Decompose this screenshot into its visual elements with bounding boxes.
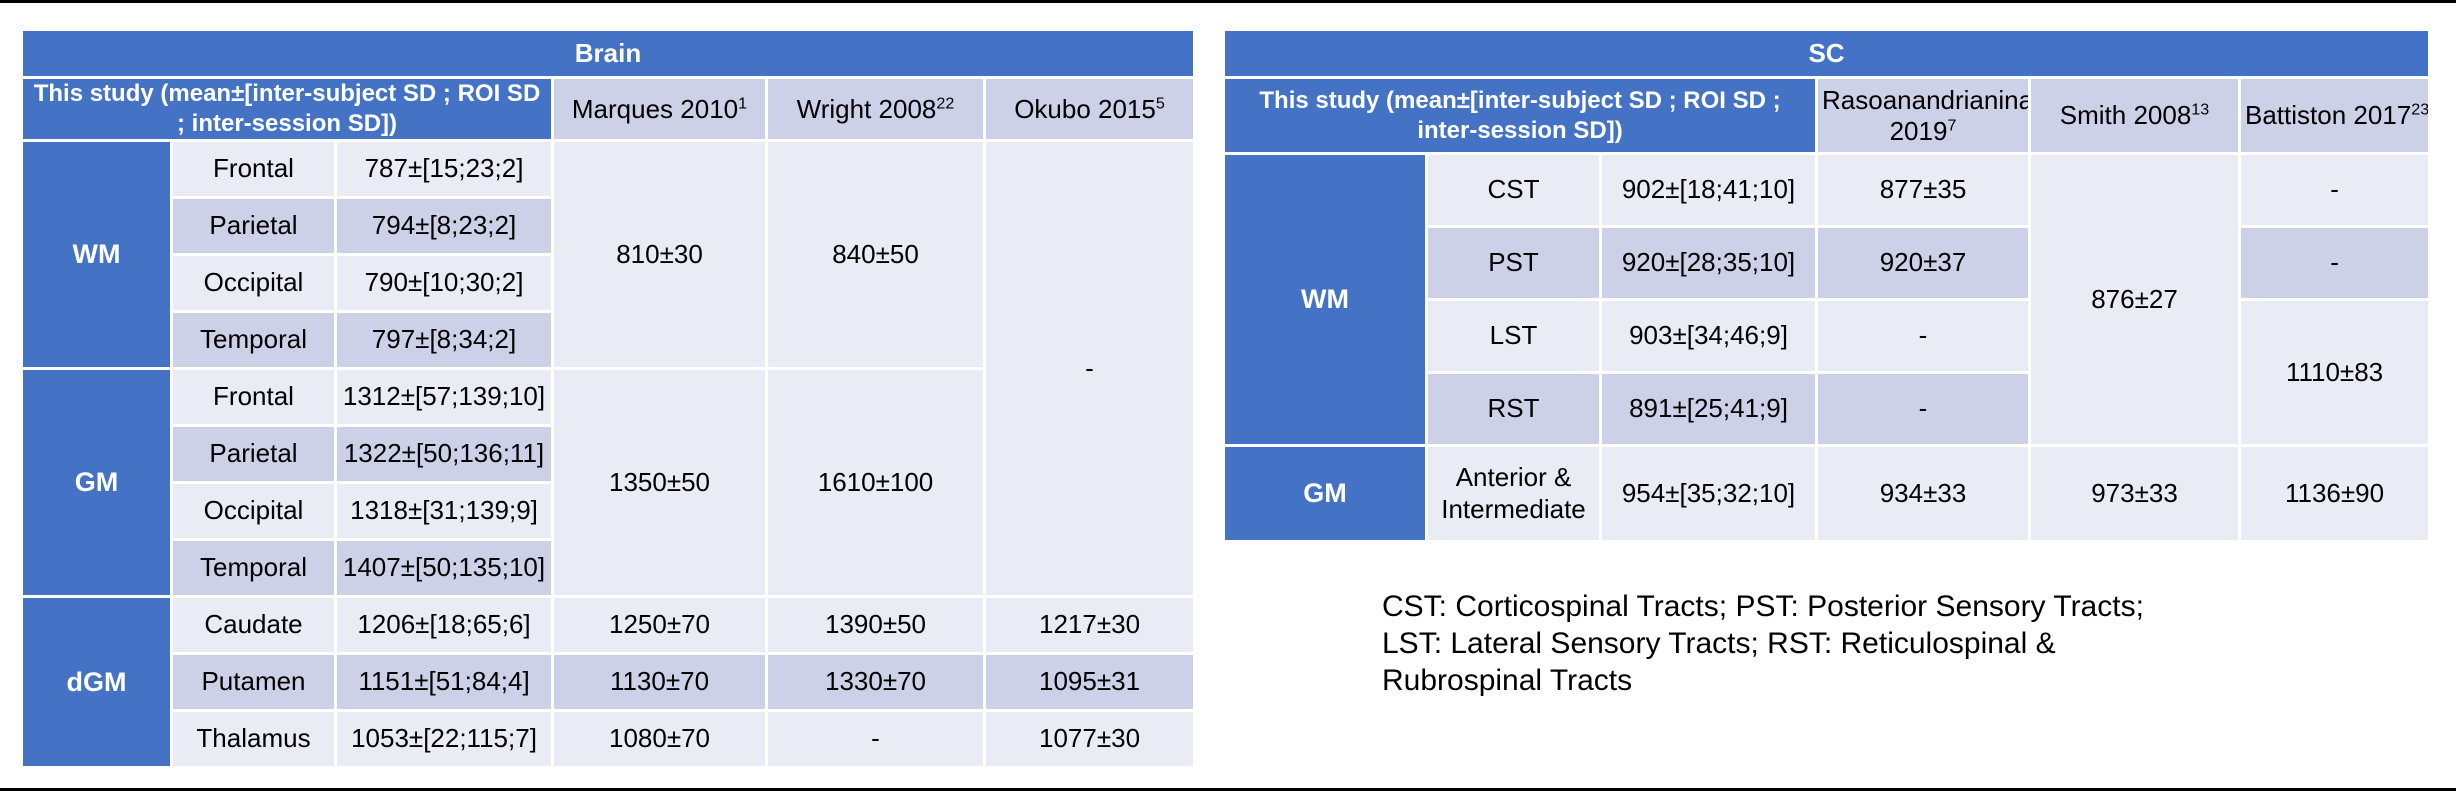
smith-cell: 973±33 bbox=[2028, 444, 2241, 543]
region-cell: Occipital bbox=[170, 481, 337, 541]
brain-gm-wright-value: 1610±100 bbox=[765, 367, 986, 598]
region-cell: Parietal bbox=[170, 196, 337, 256]
brain-wm-wright-value: 840±50 bbox=[765, 139, 986, 370]
region-cell: Parietal bbox=[170, 424, 337, 484]
wright-cell: 1330±70 bbox=[765, 652, 986, 712]
sc-wm-smith-value: 876±27 bbox=[2028, 152, 2241, 447]
region-cell: Occipital bbox=[170, 253, 337, 313]
footnote-line: CST: Corticospinal Tracts; PST: Posterio… bbox=[1382, 590, 2144, 623]
region-cell: Caudate bbox=[170, 595, 337, 655]
rasoanandrianina-cell: 934±33 bbox=[1815, 444, 2031, 543]
sc-group-label-wm: WM bbox=[1222, 152, 1428, 447]
value-cell: 1053±[22;115;7] bbox=[334, 709, 554, 769]
citation-superscript: 1 bbox=[738, 93, 748, 112]
region-cell: Putamen bbox=[170, 652, 337, 712]
brain-wm-gm-okubo-value: - bbox=[982, 139, 1197, 598]
region-cell: Temporal bbox=[170, 310, 337, 370]
value-cell: 920±[28;35;10] bbox=[1599, 225, 1818, 301]
okubo-cell: 1095±31 bbox=[982, 652, 1197, 712]
value-cell: 787±[15;23;2] bbox=[334, 139, 554, 199]
value-cell: 903±[34;46;9] bbox=[1599, 298, 1818, 374]
value-cell: 1206±[18;65;6] bbox=[334, 595, 554, 655]
marques-cell: 1130±70 bbox=[551, 652, 768, 712]
brain-study-header: This study (mean±[inter-subject SD ; ROI… bbox=[20, 76, 554, 142]
brain-group-label-gm: GM bbox=[20, 367, 173, 598]
value-cell: 1318±[31;139;9] bbox=[334, 481, 554, 541]
sc-ref-header-rasoanandrianina-2019: Rasoanandrianina 20197 bbox=[1815, 76, 2031, 155]
tract-cell: LST bbox=[1425, 298, 1602, 374]
citation-superscript: 13 bbox=[2191, 100, 2210, 119]
value-cell: 954±[35;32;10] bbox=[1599, 444, 1818, 543]
footnote-line: LST: Lateral Sensory Tracts; RST: Reticu… bbox=[1382, 627, 2056, 660]
rasoanandrianina-cell: 920±37 bbox=[1815, 225, 2031, 301]
brain-ref-header-marques-2010: Marques 20101 bbox=[551, 76, 768, 142]
value-cell: 1151±[51;84;4] bbox=[334, 652, 554, 712]
citation-superscript: 23 bbox=[2411, 100, 2430, 119]
citation-superscript: 22 bbox=[936, 93, 955, 112]
brain-group-label-dgm: dGM bbox=[20, 595, 173, 769]
battiston-cell: 1136±90 bbox=[2237, 444, 2432, 543]
value-cell: 1312±[57;139;10] bbox=[334, 367, 554, 427]
okubo-cell: 1217±30 bbox=[982, 595, 1197, 655]
sc-study-header: This study (mean±[inter-subject SD ; ROI… bbox=[1222, 76, 1818, 155]
value-cell: 790±[10;30;2] bbox=[334, 253, 554, 313]
region-cell: Frontal bbox=[170, 367, 337, 427]
citation-superscript: 5 bbox=[1155, 93, 1165, 112]
wright-cell: 1390±50 bbox=[765, 595, 986, 655]
region-cell: Frontal bbox=[170, 139, 337, 199]
tract-cell: CST bbox=[1425, 152, 1602, 228]
tract-abbreviations-footnote: CST: Corticospinal Tracts; PST: Posterio… bbox=[1382, 588, 2144, 699]
slide-bottom-border bbox=[0, 788, 2456, 791]
brain-table: Brain This study (mean±[inter-subject SD… bbox=[19, 28, 1197, 769]
brain-wm-marques-value: 810±30 bbox=[551, 139, 768, 370]
sc-ref-header-smith-2008: Smith 200813 bbox=[2028, 76, 2241, 155]
brain-gm-marques-value: 1350±50 bbox=[551, 367, 768, 598]
marques-cell: 1250±70 bbox=[551, 595, 768, 655]
value-cell: 902±[18;41;10] bbox=[1599, 152, 1818, 228]
sc-lst-rst-battiston-value: 1110±83 bbox=[2237, 298, 2432, 447]
wright-cell: - bbox=[765, 709, 986, 769]
value-cell: 797±[8;34;2] bbox=[334, 310, 554, 370]
region-cell: Temporal bbox=[170, 538, 337, 598]
footnote-line: Rubrospinal Tracts bbox=[1382, 664, 1633, 697]
value-cell: 794±[8;23;2] bbox=[334, 196, 554, 256]
sc-ref-header-battiston-2017: Battiston 201723 bbox=[2237, 76, 2432, 155]
brain-table-title: Brain bbox=[19, 28, 1197, 79]
okubo-cell: 1077±30 bbox=[982, 709, 1197, 769]
rasoanandrianina-cell: 877±35 bbox=[1815, 152, 2031, 228]
tract-cell: RST bbox=[1425, 371, 1602, 447]
brain-group-label-wm: WM bbox=[20, 139, 173, 370]
battiston-cell: - bbox=[2237, 225, 2432, 301]
marques-cell: 1080±70 bbox=[551, 709, 768, 769]
tract-cell: PST bbox=[1425, 225, 1602, 301]
region-cell: Thalamus bbox=[170, 709, 337, 769]
region-cell: Anterior & Intermediate bbox=[1425, 444, 1602, 543]
value-cell: 1322±[50;136;11] bbox=[334, 424, 554, 484]
rasoanandrianina-cell: - bbox=[1815, 371, 2031, 447]
slide-top-border bbox=[0, 0, 2456, 3]
rasoanandrianina-cell: - bbox=[1815, 298, 2031, 374]
brain-ref-header-wright-2008: Wright 200822 bbox=[765, 76, 986, 142]
brain-ref-header-okubo-2015: Okubo 20155 bbox=[982, 76, 1197, 142]
value-cell: 891±[25;41;9] bbox=[1599, 371, 1818, 447]
battiston-cell: - bbox=[2237, 152, 2432, 228]
sc-table: SC This study (mean±[inter-subject SD ; … bbox=[1221, 28, 2432, 543]
citation-superscript: 7 bbox=[1947, 115, 1957, 134]
sc-table-title: SC bbox=[1221, 28, 2432, 79]
sc-group-label-gm: GM bbox=[1222, 444, 1428, 543]
value-cell: 1407±[50;135;10] bbox=[334, 538, 554, 598]
